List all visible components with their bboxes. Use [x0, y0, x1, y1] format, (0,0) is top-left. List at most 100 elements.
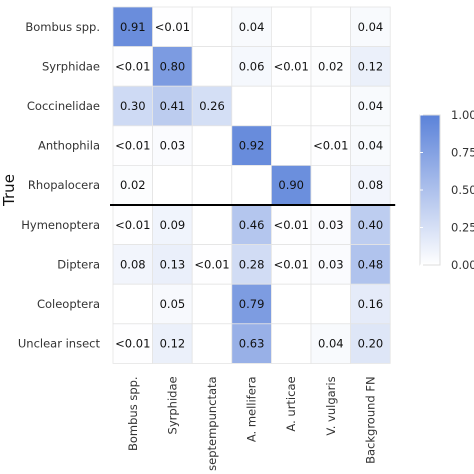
cell-value-label: 0.03 — [160, 139, 186, 153]
legend-tick-label: 0.25 — [451, 221, 474, 235]
cell-value-label: 0.26 — [199, 99, 225, 113]
heatmap-cell — [152, 283, 193, 325]
row-label: Anthophila — [38, 139, 100, 153]
column-label: A. urticae — [284, 376, 298, 431]
cell-value-label: <0.01 — [115, 337, 150, 351]
cell-value-label: 0.20 — [358, 337, 384, 351]
cell-value-label: <0.01 — [115, 59, 150, 73]
heatmap-cell — [310, 323, 351, 364]
heatmap-cell — [191, 204, 233, 245]
row-label: Rhopalocera — [28, 178, 100, 192]
cell-value-label: 0.08 — [358, 178, 384, 192]
heatmap-cell — [112, 46, 153, 87]
heatmap-cell — [191, 244, 233, 285]
heatmap-cell — [310, 85, 351, 127]
heatmap-cell — [350, 204, 391, 245]
row-label: Unclear insect — [18, 337, 101, 351]
cell-value-label: <0.01 — [274, 218, 309, 232]
column-label: Bombus spp. — [126, 376, 140, 451]
heatmap-cell — [350, 125, 391, 166]
heatmap-cell — [231, 283, 272, 325]
cell-value-label: <0.01 — [115, 218, 150, 232]
heatmap-cell — [191, 164, 233, 206]
heatmap-cell — [350, 46, 391, 87]
heatmap-cell — [191, 283, 233, 325]
heatmap-cell — [112, 244, 153, 285]
cell-value-label: <0.01 — [115, 139, 150, 153]
cell-value-label: 0.16 — [358, 297, 384, 311]
cell-value-label: 0.92 — [239, 139, 265, 153]
column-label: Syrphidae — [165, 376, 179, 434]
heatmap-cell — [231, 244, 272, 285]
cell-value-label: 0.12 — [358, 59, 384, 73]
heatmap-cell — [231, 323, 272, 364]
heatmap-cell — [231, 164, 272, 206]
heatmap-cells — [112, 6, 391, 364]
cell-value-label: 0.03 — [318, 257, 344, 271]
heatmap-cell — [112, 323, 153, 364]
heatmap-cell — [152, 125, 193, 166]
cell-value-label: 0.46 — [239, 218, 265, 232]
row-label: Bombus spp. — [25, 20, 100, 34]
cell-value-label: 0.09 — [160, 218, 186, 232]
cell-value-label: <0.01 — [313, 139, 348, 153]
cell-value-label: 0.90 — [278, 178, 304, 192]
cell-value-label: 0.02 — [120, 178, 146, 192]
column-label: Background FN — [363, 376, 377, 463]
cell-value-label: 0.04 — [358, 139, 384, 153]
cell-value-label: 0.02 — [318, 59, 344, 73]
heatmap-cell — [152, 6, 193, 47]
heatmap-cell — [310, 6, 351, 47]
heatmap-cell — [270, 323, 312, 364]
cell-value-label: 0.04 — [358, 20, 384, 34]
cell-value-label: <0.01 — [274, 257, 309, 271]
cell-value-label: 0.80 — [160, 59, 186, 73]
cell-value-label: <0.01 — [194, 257, 229, 271]
heatmap-cell — [270, 46, 312, 87]
heatmap-cell — [310, 283, 351, 325]
cell-value-label: <0.01 — [155, 20, 190, 34]
heatmap-cell — [310, 164, 351, 206]
column-label: C. septempunctata — [205, 376, 219, 474]
row-label: Syrphidae — [42, 59, 100, 73]
heatmap-cell — [350, 85, 391, 127]
cell-value-label: <0.01 — [274, 59, 309, 73]
cell-value-label: 0.40 — [358, 218, 384, 232]
cell-value-label: 0.05 — [160, 297, 186, 311]
legend-tick-label: 0.00 — [451, 258, 474, 272]
heatmap-cell — [191, 125, 233, 166]
cell-value-label: 0.41 — [160, 99, 186, 113]
heatmap-cell — [112, 204, 153, 245]
cell-value-label: 0.79 — [239, 297, 265, 311]
heatmap-cell — [152, 164, 193, 206]
cell-value-label: 0.48 — [358, 257, 384, 271]
row-label: Coleoptera — [37, 297, 100, 311]
heatmap-cell — [191, 6, 233, 47]
cell-value-label: 0.04 — [239, 20, 265, 34]
heatmap-cell — [231, 85, 272, 127]
cell-value-label: 0.04 — [318, 337, 344, 351]
heatmap-cell — [191, 46, 233, 87]
cell-value-label: 0.91 — [120, 20, 146, 34]
cell-value-label: 0.12 — [160, 337, 186, 351]
heatmap-cell — [270, 283, 312, 325]
heatmap-cell-labels: 0.91 <0.01 0.04 0.04 <0.01 0.80 0.06 <0.01 0.02 0… — [115, 20, 383, 351]
heatmap-cell — [350, 283, 391, 325]
heatmap-cell — [350, 244, 391, 285]
legend-tick-label: 0.75 — [451, 146, 474, 160]
y-axis-label: True — [0, 174, 18, 207]
heatmap-cell — [270, 125, 312, 166]
heatmap-cell — [191, 323, 233, 364]
cell-value-label: 0.08 — [120, 257, 146, 271]
heatmap-cell — [152, 85, 193, 127]
cell-value-label: 0.63 — [239, 337, 265, 351]
heatmap-cell — [270, 244, 312, 285]
legend-tick-label: 0.50 — [451, 183, 474, 197]
heatmap-cell — [112, 6, 153, 47]
row-tick-labels: Bombus spp. Syrphidae Coccinelidae Anthophi… — [18, 20, 101, 351]
cell-value-label: 0.13 — [160, 257, 186, 271]
heatmap-cell — [310, 125, 351, 166]
heatmap-cell — [112, 125, 153, 166]
cell-value-label: 0.28 — [239, 257, 265, 271]
